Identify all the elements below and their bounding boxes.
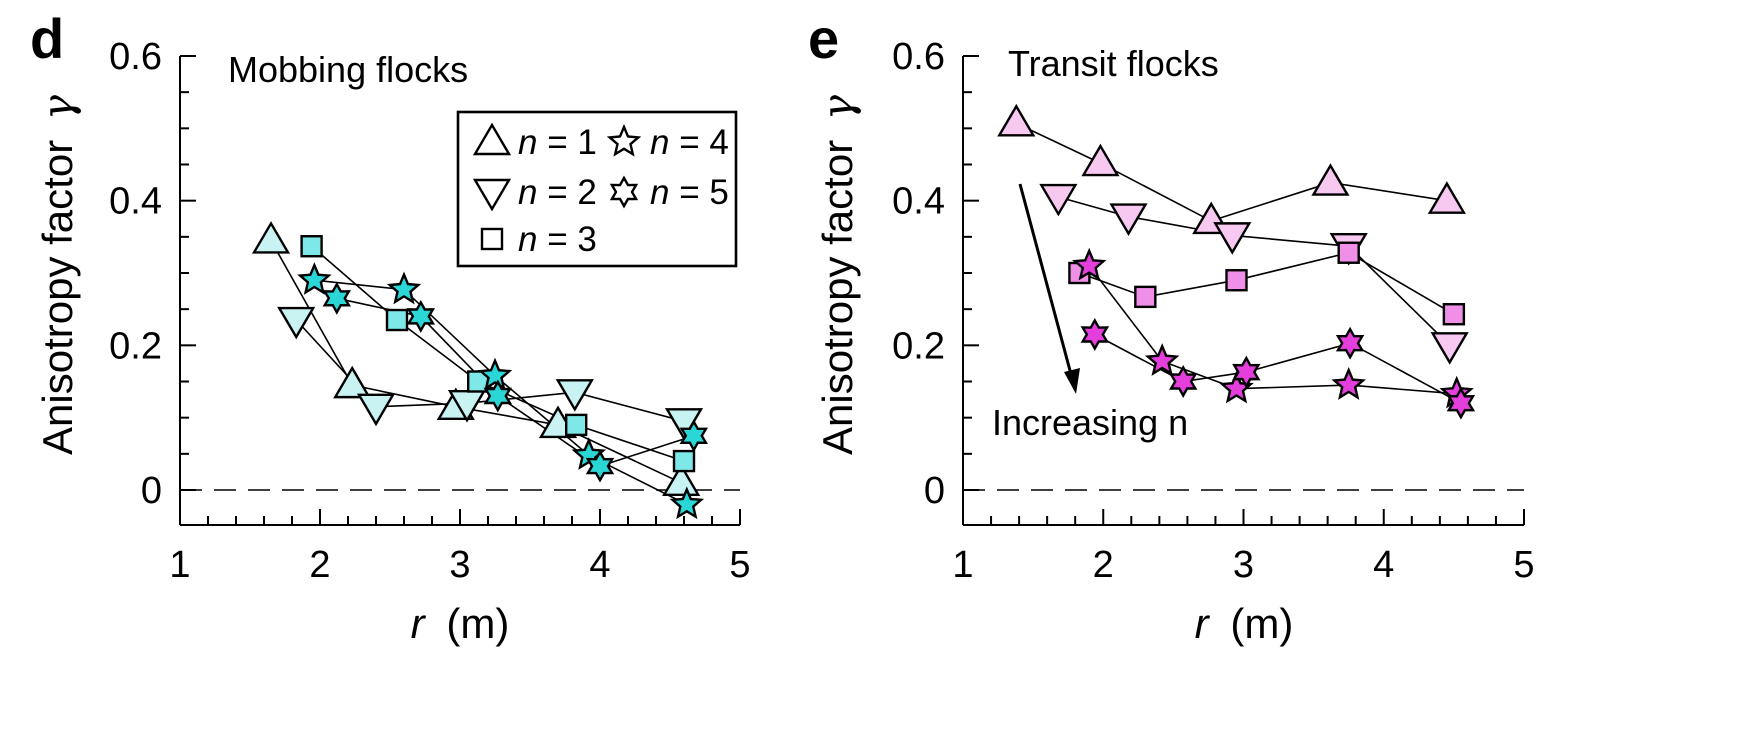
data-point-n4	[1144, 343, 1180, 376]
y-axis-label: Anisotropy factor γ	[813, 94, 862, 455]
x-axis-label-unit: (m)	[446, 600, 509, 647]
y-tick-label: 0.4	[892, 181, 945, 223]
legend-marker-n1	[472, 122, 512, 156]
data-point-n4	[1331, 367, 1366, 400]
data-point-n5	[1446, 386, 1476, 420]
y-axis-label-symbol: γ	[813, 94, 862, 120]
panel-label: e	[808, 7, 839, 70]
panel-label: d	[30, 7, 64, 70]
series-line-n3	[311, 245, 685, 462]
data-point-n3	[1337, 241, 1360, 264]
data-point-n4	[1072, 247, 1107, 281]
increasing-n-arrow	[1018, 183, 1080, 394]
y-axis-label-symbol: γ	[33, 94, 82, 120]
y-tick-label: 0.2	[109, 325, 162, 367]
panel-annotation: Mobbing flocks	[228, 49, 468, 90]
plot-area: 1 2 3 4 5 0 0.2 0.4 0.6	[892, 36, 1534, 586]
data-point-n1	[1427, 181, 1466, 214]
legend-entry-n2: n = 2	[518, 173, 597, 212]
x-tick-label: 5	[1513, 544, 1534, 586]
x-axis-label: r (m)	[411, 600, 510, 647]
panel-annotation: Transit flocks	[1008, 43, 1219, 84]
data-point-n3	[1225, 269, 1248, 292]
increasing-n-label: Increasing n	[992, 402, 1188, 443]
legend-entry-n3: n = 3	[518, 220, 597, 259]
data-point-n3	[565, 413, 588, 437]
x-tick-label: 1	[952, 544, 973, 586]
legend-entry-n5: n = 5	[650, 173, 729, 212]
y-tick-label: 0.4	[109, 181, 162, 223]
data-point-n5	[1335, 326, 1365, 360]
data-point-n5	[406, 299, 436, 333]
x-tick-label: 1	[169, 544, 190, 586]
series-line-n4	[1088, 265, 1457, 395]
data-point-n2	[1430, 332, 1469, 365]
data-point-n1	[662, 463, 701, 496]
legend-marker-n3	[480, 227, 504, 251]
y-tick-label: 0	[924, 470, 945, 512]
data-point-n5	[1232, 355, 1261, 389]
data-point-n4	[477, 357, 513, 391]
data-point-n2	[1039, 183, 1078, 217]
series-line-n1	[270, 240, 682, 484]
data-point-n5	[483, 379, 513, 413]
data-point-n1	[1311, 163, 1350, 196]
x-axis-label: r (m)	[1195, 600, 1294, 647]
data-point-n3	[672, 449, 696, 473]
legend: n = 1 n = 2 n = 3 n = 4 n = 5	[456, 110, 738, 268]
data-point-n1	[333, 365, 372, 399]
x-tick-label: 4	[589, 544, 610, 586]
data-point-n4	[386, 271, 422, 305]
data-point-n2	[1109, 203, 1148, 236]
data-point-n4	[669, 486, 705, 520]
panel-d: d Anisotropy factor γ Mobbing flocks r (…	[30, 7, 751, 647]
data-point-n5	[322, 281, 352, 315]
legend-marker-n4	[606, 123, 642, 157]
data-point-n2	[555, 379, 594, 412]
legend-marker-n2	[472, 178, 512, 212]
data-point-n2	[447, 390, 487, 423]
data-point-n1	[251, 221, 291, 254]
legend-entry-n4: n = 4	[650, 123, 729, 162]
data-point-n3	[1442, 303, 1466, 326]
data-point-n1	[997, 103, 1036, 137]
data-point-n5	[585, 449, 615, 483]
y-axis-label-text: Anisotropy factor	[814, 140, 861, 455]
data-point-n3	[300, 235, 323, 258]
x-tick-label: 2	[309, 544, 330, 586]
x-tick-label: 5	[729, 544, 750, 586]
x-axis-label-unit: (m)	[1230, 600, 1293, 647]
x-axis-label-var: r	[1195, 600, 1211, 647]
x-axis-label-var: r	[411, 600, 427, 647]
series-line-n1	[1015, 122, 1448, 222]
y-tick-label: 0.6	[109, 36, 162, 78]
y-axis-label-text: Anisotropy factor	[34, 140, 81, 455]
data-point-n4	[297, 262, 332, 295]
legend-marker-n5	[609, 175, 639, 209]
series-line-n2	[1058, 196, 1451, 346]
data-point-n3	[385, 308, 409, 332]
y-tick-label: 0.2	[892, 325, 945, 367]
data-point-n1	[1081, 143, 1120, 177]
y-tick-label: 0.6	[892, 36, 945, 78]
data-point-n2	[356, 393, 396, 427]
y-tick-label: 0	[141, 470, 162, 512]
x-tick-label: 3	[449, 544, 470, 586]
svg-text:Anisotropy factor γ: Anisotropy factor γ	[33, 94, 82, 455]
x-tick-label: 3	[1233, 544, 1254, 586]
x-tick-label: 2	[1093, 544, 1114, 586]
svg-text:Anisotropy factor γ: Anisotropy factor γ	[813, 94, 862, 455]
x-tick-label: 4	[1373, 544, 1394, 586]
panel-e: e Anisotropy factor γ Transit flocks Inc…	[808, 7, 1535, 647]
legend-entry-n1: n = 1	[518, 123, 597, 162]
data-point-n2	[277, 306, 316, 340]
data-point-n5	[1168, 365, 1198, 398]
data-point-n2	[1213, 222, 1252, 255]
data-point-n3	[1134, 285, 1157, 309]
data-point-n5	[679, 419, 709, 453]
data-point-n5	[1080, 318, 1110, 351]
plot-area: 1 2 3 4 5 0 0.2 0.4 0.6	[109, 36, 750, 586]
y-axis-label: Anisotropy factor γ	[33, 94, 82, 455]
